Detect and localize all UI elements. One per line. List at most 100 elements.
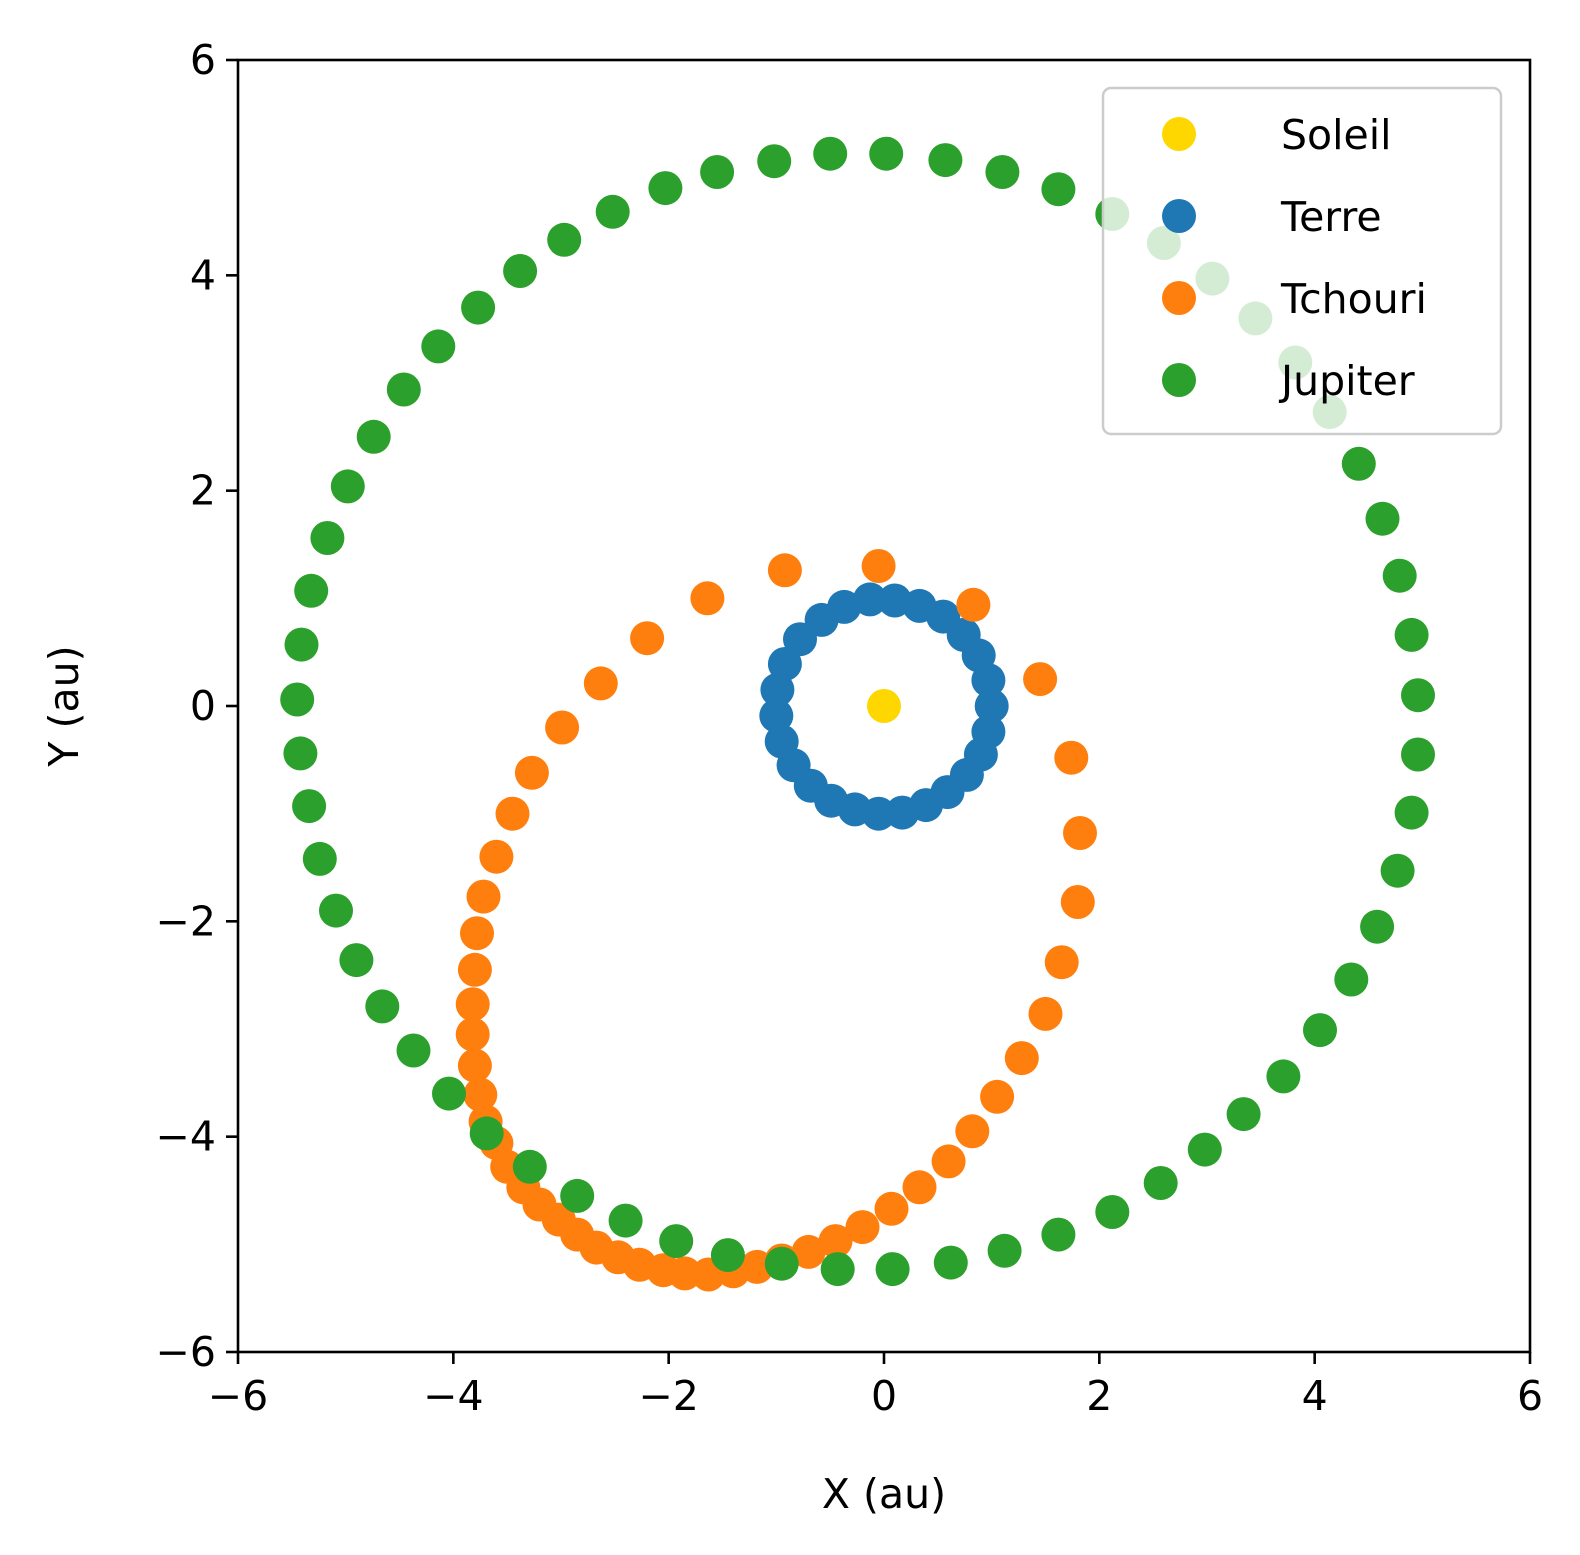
tchouri-point — [1060, 885, 1095, 919]
tchouri-point — [1028, 996, 1063, 1031]
jupiter-point — [1226, 1097, 1261, 1132]
x-axis-label: X (au) — [822, 1470, 946, 1518]
jupiter-point — [512, 1149, 547, 1184]
jupiter-point — [1365, 501, 1400, 536]
tchouri-point — [955, 1114, 990, 1149]
tchouri-point — [466, 879, 501, 914]
tchouri-point — [956, 587, 991, 622]
jupiter-point — [294, 573, 329, 608]
jupiter-point — [1341, 446, 1376, 481]
tchouri-point — [931, 1144, 966, 1179]
jupiter-point — [283, 736, 318, 771]
x-tick-label: 6 — [1517, 1372, 1543, 1420]
jupiter-point — [764, 1246, 799, 1281]
y-tick-label: 4 — [190, 251, 216, 299]
legend-box — [1101, 86, 1503, 436]
jupiter-point — [1394, 795, 1429, 830]
jupiter-point — [757, 144, 792, 179]
legend: Soleil Terre Tchouri Jupiter — [1101, 86, 1503, 436]
jupiter-point — [987, 1233, 1022, 1268]
soleil-point — [867, 689, 901, 723]
tchouri-point — [455, 987, 490, 1022]
legend-marker-terre — [1162, 199, 1196, 233]
tchouri-point — [455, 1017, 490, 1052]
jupiter-point — [396, 1033, 431, 1068]
jupiter-point — [1041, 172, 1076, 207]
jupiter-point — [284, 627, 319, 662]
x-tick-label: −6 — [208, 1372, 268, 1420]
tchouri-point — [767, 553, 802, 588]
jupiter-point — [1401, 737, 1435, 772]
legend-marker-soleil — [1162, 117, 1196, 151]
axis-ticks: −6 −4 −2 0 2 4 6 −6 −4 −2 0 2 4 6 — [156, 36, 1544, 1420]
jupiter-point — [560, 1178, 595, 1213]
tchouri-point — [690, 581, 725, 616]
y-tick-label: 0 — [190, 682, 216, 730]
series-terre — [759, 582, 1009, 831]
jupiter-point — [1334, 962, 1369, 997]
terre-point — [974, 689, 1009, 723]
tchouri-point — [479, 839, 514, 874]
jupiter-point — [710, 1238, 745, 1273]
legend-label-terre: Terre — [1280, 193, 1382, 241]
terre-point — [764, 724, 799, 759]
jupiter-point — [1095, 1195, 1130, 1229]
jupiter-point — [469, 1116, 504, 1151]
jupiter-point — [461, 290, 496, 325]
terre-point — [971, 663, 1006, 698]
tchouri-point — [457, 952, 492, 987]
jupiter-point — [1266, 1059, 1301, 1094]
jupiter-point — [928, 143, 963, 178]
tchouri-point — [845, 1210, 880, 1245]
tchouri-point — [902, 1170, 937, 1205]
terre-point — [759, 698, 794, 733]
x-tick-label: 0 — [871, 1372, 897, 1420]
legend-marker-tchouri — [1162, 281, 1196, 315]
tchouri-point — [630, 621, 665, 656]
tchouri-point — [861, 549, 896, 583]
tchouri-point — [583, 666, 618, 701]
jupiter-point — [869, 136, 904, 171]
tchouri-point — [460, 916, 494, 951]
tchouri-point — [1004, 1041, 1039, 1076]
tchouri-point — [514, 755, 549, 790]
jupiter-point — [1360, 909, 1395, 944]
jupiter-point — [302, 841, 337, 876]
y-tick-label: 2 — [190, 467, 216, 515]
jupiter-point — [985, 155, 1020, 189]
jupiter-point — [356, 419, 391, 454]
jupiter-point — [503, 254, 538, 288]
x-tick-label: 4 — [1302, 1372, 1328, 1420]
tchouri-point — [1023, 662, 1058, 697]
y-axis-label: Y (au) — [40, 645, 88, 767]
jupiter-point — [1382, 558, 1417, 593]
tchouri-point — [1063, 816, 1097, 850]
tchouri-point — [818, 1224, 853, 1259]
jupiter-point — [875, 1252, 910, 1287]
jupiter-point — [648, 171, 683, 206]
y-tick-label: 6 — [190, 36, 216, 84]
tchouri-point — [980, 1079, 1015, 1114]
legend-marker-jupiter — [1162, 363, 1196, 397]
terre-point — [853, 582, 887, 617]
jupiter-point — [386, 372, 421, 407]
x-tick-label: 2 — [1086, 1372, 1112, 1420]
jupiter-point — [1187, 1132, 1222, 1167]
tchouri-point — [1044, 945, 1079, 980]
jupiter-point — [365, 989, 400, 1024]
series-soleil — [867, 689, 901, 723]
tchouri-point — [1054, 740, 1089, 775]
jupiter-point — [820, 1252, 855, 1287]
legend-label-jupiter: Jupiter — [1278, 357, 1415, 405]
jupiter-point — [310, 521, 345, 555]
jupiter-point — [421, 329, 456, 364]
y-tick-label: −6 — [156, 1328, 216, 1376]
jupiter-point — [700, 155, 735, 189]
jupiter-point — [608, 1203, 643, 1238]
jupiter-point — [659, 1224, 694, 1259]
jupiter-point — [547, 222, 582, 257]
jupiter-point — [1303, 1013, 1337, 1048]
jupiter-point — [432, 1076, 466, 1111]
jupiter-point — [330, 469, 365, 504]
tchouri-point — [545, 710, 580, 745]
